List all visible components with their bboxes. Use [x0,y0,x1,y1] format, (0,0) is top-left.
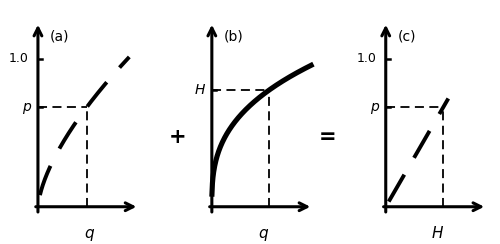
Text: =: = [318,127,336,147]
Text: +: + [168,127,186,147]
Text: q: q [258,226,268,241]
Text: q: q [85,226,94,241]
Text: p: p [22,100,31,114]
Text: 1.0: 1.0 [9,52,29,65]
Text: H: H [432,226,443,241]
Text: p: p [370,100,379,114]
Text: 1.0: 1.0 [357,52,377,65]
Text: (c): (c) [398,30,416,44]
Text: (a): (a) [50,30,70,44]
Text: (b): (b) [224,30,244,44]
Text: H: H [194,83,205,97]
